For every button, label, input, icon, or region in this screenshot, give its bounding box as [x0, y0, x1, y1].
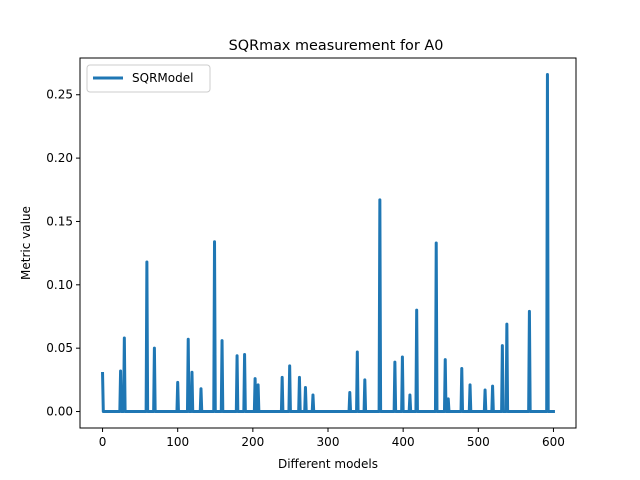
x-tick-label: 400 [392, 435, 415, 449]
series-line [101, 72, 555, 414]
x-tick-label: 500 [467, 435, 490, 449]
plot-frame [79, 57, 577, 429]
legend-box [86, 64, 211, 93]
y-tick-label: 0.10 [46, 278, 73, 292]
y-tick-label: 0.00 [46, 405, 73, 419]
chart-title: SQRmax measurement for A0 [229, 38, 444, 54]
legend-label: SQRModel [132, 71, 193, 85]
x-tick-label: 0 [99, 435, 107, 449]
y-tick-label: 0.15 [46, 214, 73, 228]
x-axis-label: Different models [278, 457, 378, 471]
x-tick-label: 300 [317, 435, 340, 449]
x-tick-label: 600 [542, 435, 565, 449]
x-tick-label: 100 [166, 435, 189, 449]
legend: SQRModel [86, 64, 211, 93]
plot-area [101, 72, 555, 414]
y-tick-label: 0.25 [46, 88, 73, 102]
x-tick-label: 200 [241, 435, 264, 449]
y-axis: 0.00 0.05 0.10 0.15 0.20 0.25 [46, 88, 80, 419]
y-tick-label: 0.05 [46, 341, 73, 355]
y-axis-label: Metric value [19, 206, 33, 280]
y-tick-label: 0.20 [46, 151, 73, 165]
x-axis: 0 100 200 300 400 500 600 [99, 428, 565, 449]
